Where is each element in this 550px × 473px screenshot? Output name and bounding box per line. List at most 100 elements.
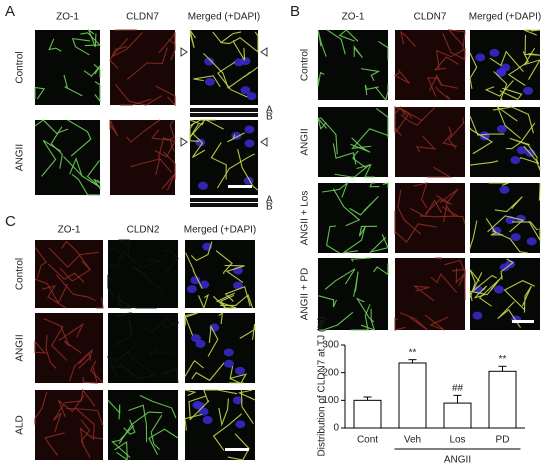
nucleus bbox=[195, 340, 205, 348]
image-background bbox=[318, 258, 388, 330]
nucleus bbox=[494, 286, 504, 294]
nucleus bbox=[240, 57, 250, 65]
row-label: ANGII bbox=[15, 144, 26, 171]
strip-label: B bbox=[266, 202, 273, 213]
x-tick-label: Los bbox=[449, 435, 465, 446]
bar bbox=[354, 400, 381, 428]
image-background bbox=[35, 120, 100, 195]
column-header: CLDN7 bbox=[126, 12, 159, 23]
column-header: ZO-1 bbox=[342, 12, 365, 23]
column-header: ZO-1 bbox=[56, 12, 79, 23]
nucleus bbox=[235, 420, 245, 428]
micrograph bbox=[395, 107, 465, 177]
row-label: Control bbox=[15, 258, 26, 290]
nucleus bbox=[203, 416, 213, 424]
nucleus bbox=[499, 186, 509, 194]
x-tick-label: PD bbox=[496, 435, 510, 446]
significance: ** bbox=[409, 347, 417, 358]
nucleus bbox=[523, 87, 533, 95]
micrograph bbox=[318, 107, 388, 177]
arrowhead bbox=[181, 138, 187, 146]
column-header: Merged (+DAPI) bbox=[469, 12, 542, 23]
strip-label: B bbox=[266, 112, 273, 123]
column-header: CLDN7 bbox=[414, 12, 447, 23]
row-label: ANGII bbox=[15, 334, 26, 361]
micrograph bbox=[108, 313, 178, 383]
micrograph bbox=[470, 258, 540, 330]
micrograph bbox=[395, 258, 465, 330]
arrowhead bbox=[181, 48, 187, 56]
row-label: Control bbox=[300, 49, 311, 81]
image-background bbox=[318, 183, 388, 253]
nucleus bbox=[511, 233, 521, 241]
nucleus bbox=[235, 367, 245, 375]
micrograph bbox=[110, 30, 175, 105]
micrograph bbox=[470, 30, 540, 100]
image-background bbox=[318, 107, 388, 177]
line-scan-strip bbox=[190, 203, 258, 207]
scale-bar bbox=[228, 185, 252, 188]
column-header: Merged (+DAPI) bbox=[184, 225, 257, 236]
micrograph bbox=[110, 120, 175, 195]
image-background bbox=[110, 120, 175, 195]
panel-label: B bbox=[290, 3, 300, 20]
nucleus bbox=[224, 348, 234, 356]
nucleus bbox=[527, 237, 537, 245]
image-background bbox=[35, 390, 103, 460]
nucleus bbox=[472, 312, 482, 320]
bar bbox=[444, 403, 471, 428]
micrograph bbox=[35, 240, 103, 308]
image-background bbox=[108, 390, 178, 460]
micrograph bbox=[190, 120, 258, 195]
bar bbox=[399, 363, 426, 428]
micrograph bbox=[185, 313, 255, 383]
scale-bar bbox=[512, 320, 534, 323]
nucleus bbox=[247, 92, 257, 100]
group-label: ANGII bbox=[444, 455, 471, 466]
significance: ** bbox=[499, 354, 507, 365]
nucleus bbox=[475, 53, 485, 61]
micrograph bbox=[470, 107, 540, 177]
column-header: Merged (+DAPI) bbox=[188, 12, 261, 23]
significance: ## bbox=[452, 383, 464, 394]
x-tick-label: Cont bbox=[357, 435, 378, 446]
cell-border bbox=[539, 183, 540, 201]
micrograph bbox=[35, 390, 103, 460]
image-background bbox=[35, 30, 100, 105]
micrograph bbox=[185, 240, 255, 308]
nucleus bbox=[489, 49, 499, 57]
panel-label: C bbox=[5, 213, 16, 230]
row-label: ANGII + Los bbox=[300, 191, 311, 246]
x-tick-label: Veh bbox=[404, 435, 421, 446]
micrograph bbox=[395, 183, 465, 253]
y-tick-label: 0 bbox=[333, 423, 339, 434]
nucleus bbox=[244, 126, 254, 134]
row-label: Control bbox=[15, 51, 26, 83]
nucleus bbox=[510, 156, 520, 164]
column-header: CLDN2 bbox=[127, 225, 160, 236]
micrograph bbox=[318, 30, 388, 100]
nucleus bbox=[245, 139, 255, 147]
micrograph bbox=[395, 30, 465, 100]
micrograph bbox=[108, 390, 178, 460]
micrograph bbox=[35, 30, 100, 105]
scale-bar bbox=[225, 448, 249, 451]
row-label: ANGII bbox=[300, 128, 311, 155]
micrograph bbox=[35, 120, 100, 195]
column-header: ZO-1 bbox=[58, 225, 81, 236]
micrograph bbox=[190, 30, 258, 105]
arrowhead bbox=[261, 138, 267, 146]
line-scan-strip bbox=[190, 113, 258, 117]
image-background bbox=[35, 240, 103, 308]
arrowhead bbox=[261, 48, 267, 56]
panel-label: A bbox=[5, 3, 15, 20]
nucleus bbox=[187, 285, 197, 293]
micrograph bbox=[108, 240, 178, 308]
micrograph bbox=[318, 183, 388, 253]
micrograph bbox=[318, 258, 388, 330]
line-scan-strip bbox=[190, 198, 258, 202]
image-background bbox=[110, 30, 175, 105]
line-scan-strip bbox=[190, 108, 258, 112]
micrograph bbox=[470, 183, 540, 253]
